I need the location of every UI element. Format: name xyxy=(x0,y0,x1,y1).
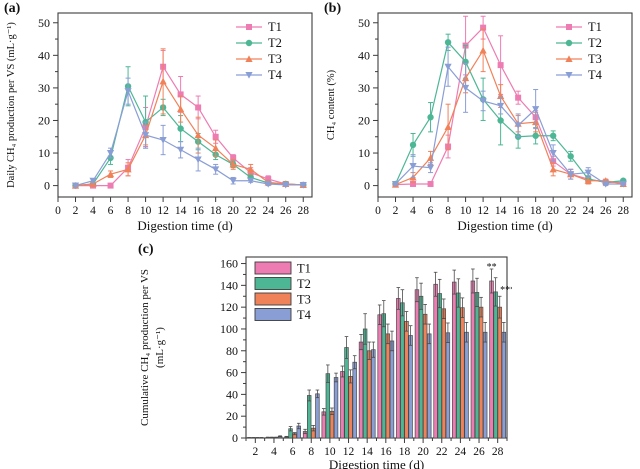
svg-text:24: 24 xyxy=(262,205,274,217)
svg-text:0: 0 xyxy=(375,205,381,217)
svg-text:14: 14 xyxy=(361,446,373,458)
svg-text:(mL·g⁻¹): (mL·g⁻¹) xyxy=(154,327,166,368)
svg-text:10: 10 xyxy=(324,446,336,458)
svg-text:T1: T1 xyxy=(268,20,282,34)
svg-text:**: ** xyxy=(487,262,497,273)
svg-text:Digestion time (d): Digestion time (d) xyxy=(329,457,424,469)
panel-letter-c: (c) xyxy=(138,242,154,257)
svg-text:2: 2 xyxy=(393,205,399,217)
svg-text:8: 8 xyxy=(445,205,451,217)
svg-text:10: 10 xyxy=(460,205,472,217)
svg-text:Daily CH₄ production per VS (m: Daily CH₄ production per VS (mL·g⁻¹) xyxy=(6,22,17,188)
svg-text:T2: T2 xyxy=(268,36,282,50)
svg-text:40: 40 xyxy=(38,48,50,62)
svg-text:16: 16 xyxy=(192,205,204,217)
svg-text:2: 2 xyxy=(73,205,79,217)
svg-text:22: 22 xyxy=(436,446,448,458)
svg-text:28: 28 xyxy=(492,446,504,458)
svg-text:14: 14 xyxy=(495,205,507,217)
svg-text:6: 6 xyxy=(108,205,114,217)
svg-text:160: 160 xyxy=(220,257,238,271)
svg-text:40: 40 xyxy=(226,387,238,401)
svg-text:16: 16 xyxy=(512,205,524,217)
svg-text:18: 18 xyxy=(210,205,222,217)
svg-text:8: 8 xyxy=(308,446,314,458)
svg-text:***: *** xyxy=(500,285,512,296)
svg-text:20: 20 xyxy=(358,113,370,127)
svg-text:T2: T2 xyxy=(588,36,602,50)
svg-text:4: 4 xyxy=(410,205,416,217)
svg-text:12: 12 xyxy=(477,205,489,217)
svg-text:T2: T2 xyxy=(297,277,311,291)
panel-letter-b: (b) xyxy=(324,1,342,16)
svg-text:80: 80 xyxy=(226,344,238,358)
svg-text:30: 30 xyxy=(38,81,50,95)
svg-text:50: 50 xyxy=(358,16,370,30)
svg-text:T3: T3 xyxy=(297,293,311,307)
svg-text:18: 18 xyxy=(530,205,542,217)
svg-text:8: 8 xyxy=(125,205,131,217)
svg-text:4: 4 xyxy=(90,205,96,217)
svg-text:0: 0 xyxy=(232,431,238,445)
svg-text:22: 22 xyxy=(245,205,257,217)
svg-text:10: 10 xyxy=(140,205,152,217)
svg-text:140: 140 xyxy=(220,278,238,292)
svg-text:24: 24 xyxy=(455,446,467,458)
svg-text:Digestion time (d): Digestion time (d) xyxy=(457,218,552,233)
svg-text:14: 14 xyxy=(175,205,187,217)
svg-text:12: 12 xyxy=(343,446,355,458)
svg-text:50: 50 xyxy=(38,16,50,30)
svg-text:T1: T1 xyxy=(297,262,311,276)
svg-text:4: 4 xyxy=(271,446,277,458)
svg-text:T4: T4 xyxy=(297,308,312,322)
svg-text:0: 0 xyxy=(55,205,61,217)
svg-text:16: 16 xyxy=(380,446,392,458)
svg-text:6: 6 xyxy=(428,205,434,217)
svg-text:20: 20 xyxy=(227,205,239,217)
svg-text:26: 26 xyxy=(473,446,485,458)
svg-text:T3: T3 xyxy=(588,52,602,66)
svg-text:CH₄ content (%): CH₄ content (%) xyxy=(326,69,337,140)
svg-text:120: 120 xyxy=(220,300,238,314)
svg-text:26: 26 xyxy=(600,205,612,217)
svg-text:60: 60 xyxy=(226,366,238,380)
svg-text:12: 12 xyxy=(157,205,169,217)
svg-text:0: 0 xyxy=(44,179,50,193)
svg-text:Cumulative CH₄ production per: Cumulative CH₄ production per VS xyxy=(139,269,151,426)
svg-text:T1: T1 xyxy=(588,20,602,34)
svg-text:22: 22 xyxy=(565,205,577,217)
svg-text:28: 28 xyxy=(617,205,629,217)
svg-text:30: 30 xyxy=(358,81,370,95)
svg-text:T4: T4 xyxy=(268,68,283,82)
svg-text:20: 20 xyxy=(38,113,50,127)
svg-text:0: 0 xyxy=(364,179,370,193)
svg-text:20: 20 xyxy=(547,205,559,217)
svg-text:28: 28 xyxy=(297,205,309,217)
svg-text:T3: T3 xyxy=(268,52,282,66)
svg-text:2: 2 xyxy=(252,446,258,458)
svg-text:10: 10 xyxy=(358,146,370,160)
svg-text:40: 40 xyxy=(358,48,370,62)
svg-text:20: 20 xyxy=(417,446,429,458)
svg-text:T4: T4 xyxy=(588,68,603,82)
svg-text:100: 100 xyxy=(220,322,238,336)
svg-text:Digestion time (d): Digestion time (d) xyxy=(137,218,232,233)
panel-letter-a: (a) xyxy=(4,1,21,16)
svg-text:20: 20 xyxy=(226,409,238,423)
svg-text:24: 24 xyxy=(582,205,594,217)
svg-text:26: 26 xyxy=(280,205,292,217)
svg-text:18: 18 xyxy=(399,446,411,458)
svg-text:10: 10 xyxy=(38,146,50,160)
svg-text:6: 6 xyxy=(290,446,296,458)
